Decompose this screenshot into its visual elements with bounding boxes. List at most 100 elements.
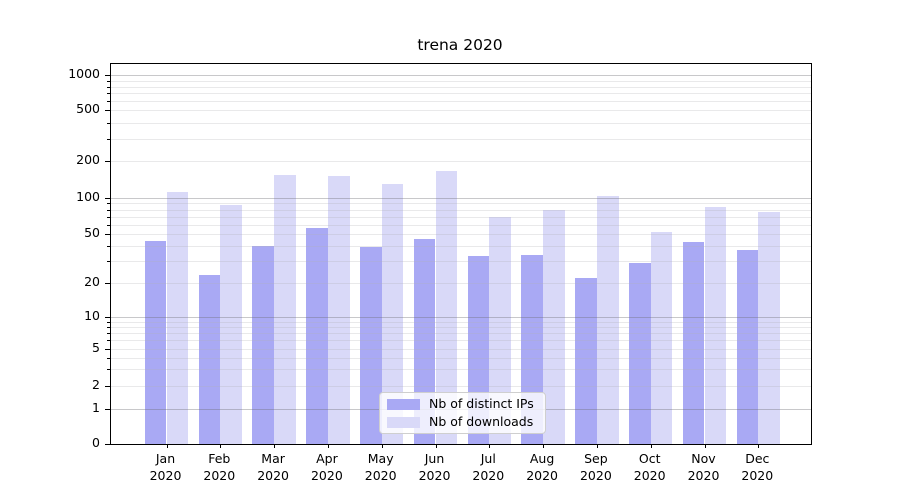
y-minor-tick-mark: [107, 333, 110, 335]
bar-distinct-ips: [575, 277, 597, 444]
y-tick-label: 200: [76, 152, 100, 167]
y-tick-label: 50: [84, 225, 100, 241]
bar-downloads: [489, 216, 512, 444]
y-minor-tick-mark: [107, 234, 110, 236]
legend-item-downloads: Nb of downloads: [387, 415, 545, 429]
bar-distinct-ips: [682, 242, 705, 444]
minor-gridline: [111, 101, 811, 103]
legend-box: Nb of distinct IPs Nb of downloads: [379, 392, 546, 434]
y-tick-mark: [105, 408, 110, 410]
chart-title: trena 2020: [417, 36, 503, 54]
y-tick-label: 1: [92, 399, 100, 415]
plot-area: [105, 63, 812, 448]
y-minor-tick-mark: [107, 86, 110, 88]
bar-distinct-ips: [252, 246, 275, 444]
x-tick-mark: [274, 444, 276, 448]
major-gridline: [111, 75, 811, 77]
y-tick-label: 1000: [68, 66, 100, 82]
y-tick-mark: [105, 197, 110, 199]
y-tick-label: 5: [92, 339, 100, 355]
y-minor-tick-mark: [107, 216, 110, 218]
bar-distinct-ips: [736, 250, 759, 444]
bar-downloads: [381, 183, 404, 444]
minor-gridline: [111, 161, 811, 162]
bar-downloads: [435, 171, 458, 444]
x-tick-label: May 2020: [364, 451, 397, 483]
x-tick-mark: [596, 444, 598, 448]
bar-downloads: [166, 191, 189, 444]
y-minor-tick-mark: [107, 386, 110, 387]
y-tick-label: 2: [92, 377, 100, 392]
y-minor-tick-mark: [107, 161, 110, 162]
y-tick-mark: [105, 444, 110, 445]
y-tick-label: 0: [92, 435, 100, 450]
legend-label-downloads: Nb of downloads: [429, 414, 534, 429]
y-minor-tick-mark: [107, 138, 110, 140]
x-tick-mark: [650, 444, 652, 448]
y-minor-tick-mark: [107, 110, 110, 112]
y-minor-tick-mark: [107, 93, 110, 95]
y-tick-mark: [105, 75, 110, 77]
bar-distinct-ips: [628, 263, 651, 444]
bar-distinct-ips: [144, 241, 167, 444]
x-tick-label: Jun 2020: [418, 451, 451, 483]
bar-downloads: [543, 209, 565, 444]
y-minor-tick-mark: [107, 348, 110, 350]
bar-downloads: [274, 174, 296, 444]
x-tick-label: Jul 2020: [472, 451, 505, 483]
y-tick-label: 10: [84, 308, 100, 323]
x-tick-mark: [166, 444, 168, 448]
legend-label-distinct-ips: Nb of distinct IPs: [429, 396, 534, 411]
bar-downloads: [704, 206, 727, 444]
y-minor-tick-mark: [107, 327, 110, 329]
x-tick-label: Mar 2020: [257, 451, 289, 483]
minor-gridline: [111, 93, 811, 95]
x-tick-mark: [489, 444, 491, 448]
x-tick-label: Sep 2020: [579, 451, 612, 483]
y-minor-tick-mark: [107, 340, 110, 342]
y-minor-tick-mark: [107, 122, 110, 124]
y-minor-tick-mark: [107, 209, 110, 211]
bar-distinct-ips: [306, 228, 328, 444]
x-tick-mark: [327, 444, 329, 448]
x-tick-label: Aug 2020: [526, 451, 558, 483]
bar-downloads: [220, 205, 243, 444]
y-tick-label: 100: [76, 188, 100, 204]
x-tick-mark: [435, 444, 437, 448]
bar-downloads: [650, 232, 673, 444]
minor-gridline: [111, 110, 811, 112]
y-minor-tick-mark: [107, 246, 110, 247]
bar-downloads: [327, 175, 350, 444]
bar-distinct-ips: [359, 247, 382, 444]
x-tick-mark: [543, 444, 545, 448]
x-tick-label: Nov 2020: [687, 451, 720, 483]
y-minor-tick-mark: [107, 203, 110, 205]
minor-gridline: [111, 122, 811, 124]
bar-downloads: [758, 212, 781, 444]
minor-gridline: [111, 203, 811, 205]
y-minor-tick-mark: [107, 357, 110, 359]
x-tick-label: Oct 2020: [633, 451, 666, 483]
x-tick-mark: [758, 444, 760, 448]
y-minor-tick-mark: [107, 369, 110, 371]
y-minor-tick-mark: [107, 80, 110, 82]
minor-gridline: [111, 86, 811, 88]
legend-swatch-downloads: [387, 416, 420, 428]
x-tick-mark: [220, 444, 222, 448]
y-minor-tick-mark: [107, 261, 110, 263]
x-tick-label: Feb 2020: [203, 451, 236, 483]
bar-downloads: [596, 195, 619, 444]
x-tick-label: Apr 2020: [310, 451, 343, 483]
legend-item-distinct-ips: Nb of distinct IPs: [387, 397, 545, 411]
y-minor-tick-mark: [107, 282, 110, 284]
major-gridline: [111, 197, 811, 199]
y-minor-tick-mark: [107, 224, 110, 226]
x-tick-mark: [381, 444, 383, 448]
minor-gridline: [111, 138, 811, 140]
y-minor-tick-mark: [107, 321, 110, 323]
y-tick-label: 20: [84, 273, 100, 289]
y-tick-mark: [105, 317, 110, 318]
legend-swatch-distinct-ips: [387, 398, 420, 410]
y-minor-tick-mark: [107, 101, 110, 103]
